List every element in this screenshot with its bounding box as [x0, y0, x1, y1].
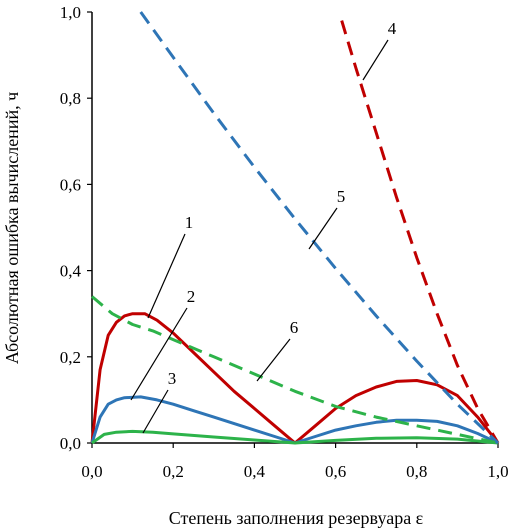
series-label-1: 1 — [185, 213, 194, 232]
leader-line-4 — [362, 39, 389, 81]
series-layer — [90, 11, 500, 445]
y-tick-label: 0,2 — [60, 348, 81, 367]
x-tick-label: 1,0 — [487, 462, 508, 481]
leader-line-1 — [147, 233, 186, 319]
series-line-5 — [139, 11, 500, 445]
series-label-4: 4 — [388, 19, 397, 38]
y-tick-label: 0,0 — [60, 434, 81, 453]
series-label-2: 2 — [187, 287, 196, 306]
axes: 0,0 0,2 0,4 0,6 0,8 1,0 0,0 0,2 0,4 0,6 0,8 1,0 — [60, 3, 509, 481]
x-tick-label: 0,2 — [163, 462, 184, 481]
labels-layer: 1 2 3 4 5 6 — [130, 19, 397, 434]
y-tick-label: 1,0 — [60, 3, 81, 22]
leader-line-6 — [256, 338, 291, 382]
x-tick-label: 0,8 — [406, 462, 427, 481]
y-tick-label: 0,4 — [60, 262, 82, 281]
series-label-5: 5 — [337, 187, 346, 206]
x-tick-label: 0,6 — [325, 462, 346, 481]
series-line-2 — [90, 395, 499, 445]
series-line-3 — [91, 429, 499, 445]
x-tick-label: 0,0 — [81, 462, 102, 481]
x-axis-title: Степень заполнения резервуара ε — [169, 508, 424, 528]
leader-line-3 — [142, 389, 169, 434]
series-label-6: 6 — [290, 318, 299, 337]
series-label-3: 3 — [168, 369, 177, 388]
series-line-6 — [91, 295, 499, 445]
leader-line-2 — [130, 307, 188, 401]
series-line-4 — [340, 20, 500, 444]
y-tick-label: 0,6 — [60, 175, 81, 194]
y-tick-label: 0,8 — [60, 89, 81, 108]
leader-line-5 — [308, 207, 338, 250]
x-tick-label: 0,4 — [244, 462, 266, 481]
series-line-1 — [90, 312, 500, 445]
y-axis-title: Абсолютная ошибка вычислений, ч — [2, 92, 22, 364]
